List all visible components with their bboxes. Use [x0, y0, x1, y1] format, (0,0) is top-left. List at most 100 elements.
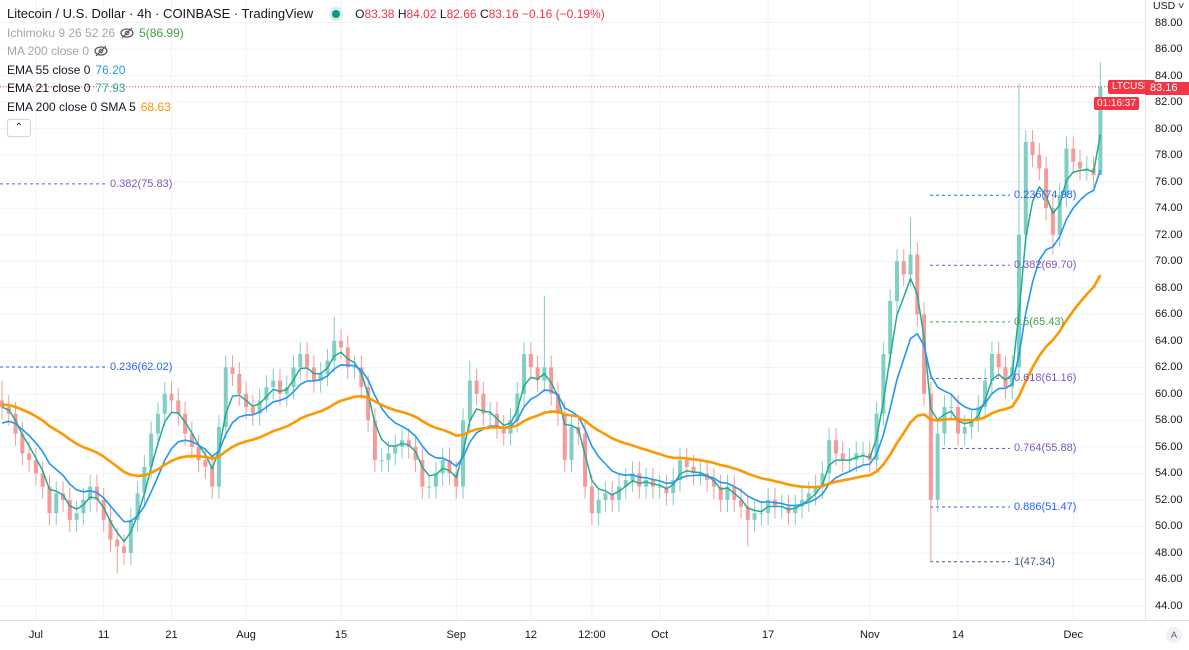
time-tick-label: 17	[762, 629, 775, 641]
time-tick-label: Nov	[860, 629, 880, 641]
ema21-label: EMA 21 close 0	[7, 81, 91, 95]
candle-body	[515, 393, 520, 421]
symbol-title[interactable]: Litecoin / U.S. Dollar · 4h · COINBASE ·…	[7, 6, 314, 21]
time-tick-label: Aug	[236, 629, 256, 641]
fib-level-label: 1(47.34)	[1014, 555, 1055, 568]
candle-body	[366, 387, 371, 421]
candle-body	[616, 486, 621, 500]
time-tick-label: 12:00	[578, 629, 606, 641]
candle-body	[108, 519, 113, 540]
candle-body	[569, 426, 574, 461]
candle-body	[589, 486, 594, 514]
candle-body	[684, 460, 689, 467]
candle-body	[454, 473, 459, 487]
candle-body	[752, 513, 757, 520]
legend-ema200[interactable]: EMA 200 close 0 SMA 5 68.63	[7, 98, 605, 117]
candle-body	[894, 261, 899, 302]
fib-level-label: 0.382(75.83)	[110, 177, 173, 190]
eye-off-icon[interactable]	[120, 27, 134, 39]
time-tick-label: Dec	[1063, 629, 1084, 641]
auto-scale-button[interactable]: A	[1166, 627, 1182, 643]
legend-ema55[interactable]: EMA 55 close 0 76.20	[7, 61, 605, 80]
candle-body	[630, 473, 635, 481]
candle-body	[20, 433, 25, 454]
candle-body	[74, 513, 79, 520]
candle-body	[291, 367, 296, 388]
eye-off-icon[interactable]	[94, 45, 108, 57]
candle-body	[40, 473, 45, 487]
ichimoku-label: Ichimoku 9 26 52 26	[7, 25, 116, 40]
currency-label: USD	[1153, 0, 1176, 12]
price-chart[interactable]	[0, 0, 1145, 620]
candle-body	[494, 413, 499, 427]
candle-body	[433, 473, 438, 487]
candle-body	[203, 460, 208, 467]
time-tick-label: 11	[97, 629, 110, 641]
candle-body	[1003, 367, 1008, 388]
candle-body	[27, 453, 32, 461]
high-label: H	[397, 7, 407, 21]
candle-body	[339, 340, 343, 348]
candle-body	[305, 354, 310, 368]
price-tick-label: 56.00	[1155, 440, 1183, 453]
time-axis[interactable]: Jul 11 21 Aug 15 Sep 12 12:00 Oct 17 Nov 14 Dec	[0, 620, 1189, 650]
candle-body	[1064, 148, 1069, 195]
candle-body	[332, 340, 337, 361]
candle-body	[725, 486, 730, 500]
candle-body	[230, 367, 235, 374]
candle-body	[718, 486, 723, 500]
time-tick-label: 14	[951, 629, 965, 641]
candle-body	[549, 367, 554, 394]
candle-body	[562, 413, 567, 461]
price-tick-label: 70.00	[1155, 255, 1183, 268]
candle-body	[115, 539, 120, 547]
candle-body	[379, 460, 384, 462]
price-tick-label: 84.00	[1155, 69, 1183, 82]
currency-dropdown[interactable]: USD ˅	[1153, 0, 1184, 12]
candle-body	[386, 453, 391, 461]
fib-level-label: 0.886(51.47)	[1014, 500, 1077, 513]
candle-body	[271, 380, 276, 388]
candle-body	[759, 513, 764, 515]
candle-body	[637, 473, 642, 487]
price-tick-label: 68.00	[1155, 281, 1183, 294]
legend-ema21[interactable]: EMA 21 close 0 77.93	[7, 79, 605, 98]
candle-body	[1017, 234, 1021, 368]
candle-body	[1037, 155, 1042, 169]
candle-body	[969, 420, 974, 427]
candle-body	[1044, 168, 1049, 209]
ema200-line	[1, 274, 1102, 489]
candle-body	[840, 453, 845, 461]
time-tick-label: Oct	[651, 629, 669, 641]
candle-body	[250, 407, 255, 414]
price-tick-label: 46.00	[1155, 573, 1183, 586]
chevron-down-icon: ˅	[1178, 0, 1185, 12]
candle-body	[698, 473, 703, 475]
collapse-legend-button[interactable]: ⌃	[7, 119, 31, 137]
candle-body	[596, 499, 601, 514]
candle-body	[800, 499, 805, 507]
price-axis[interactable]: 88.00 86.00 84.00 82.00 80.00 78.00 76.00 74.00…	[1145, 0, 1189, 620]
close-value: 83.16	[488, 7, 519, 21]
fib-level-label: 0.236(74.98)	[1014, 189, 1077, 202]
candle-body	[420, 460, 425, 487]
candle-body	[820, 473, 825, 487]
legend-ma200[interactable]: MA 200 close 0	[7, 42, 605, 61]
candle-body	[644, 480, 649, 487]
open-label: O	[355, 7, 365, 21]
candle-body	[555, 393, 560, 414]
candle-body	[447, 460, 452, 474]
candle-body	[318, 373, 323, 381]
candle-body	[793, 506, 798, 514]
candle-body	[528, 354, 533, 368]
ma200-label: MA 200 close 0	[7, 44, 90, 58]
price-tick-label: 54.00	[1155, 467, 1183, 480]
candle-body	[827, 440, 832, 474]
candle-body	[610, 493, 615, 500]
symbol-header: Litecoin / U.S. Dollar · 4h · COINBASE ·…	[7, 5, 605, 24]
candle-body	[101, 499, 106, 520]
legend-ichimoku[interactable]: Ichimoku 9 26 52 26 5(86.99)	[7, 24, 605, 43]
candle-body	[176, 400, 181, 414]
fib-level-label: 0.382(69.70)	[1014, 259, 1077, 272]
bar-countdown: 01:16:37	[1094, 97, 1139, 110]
